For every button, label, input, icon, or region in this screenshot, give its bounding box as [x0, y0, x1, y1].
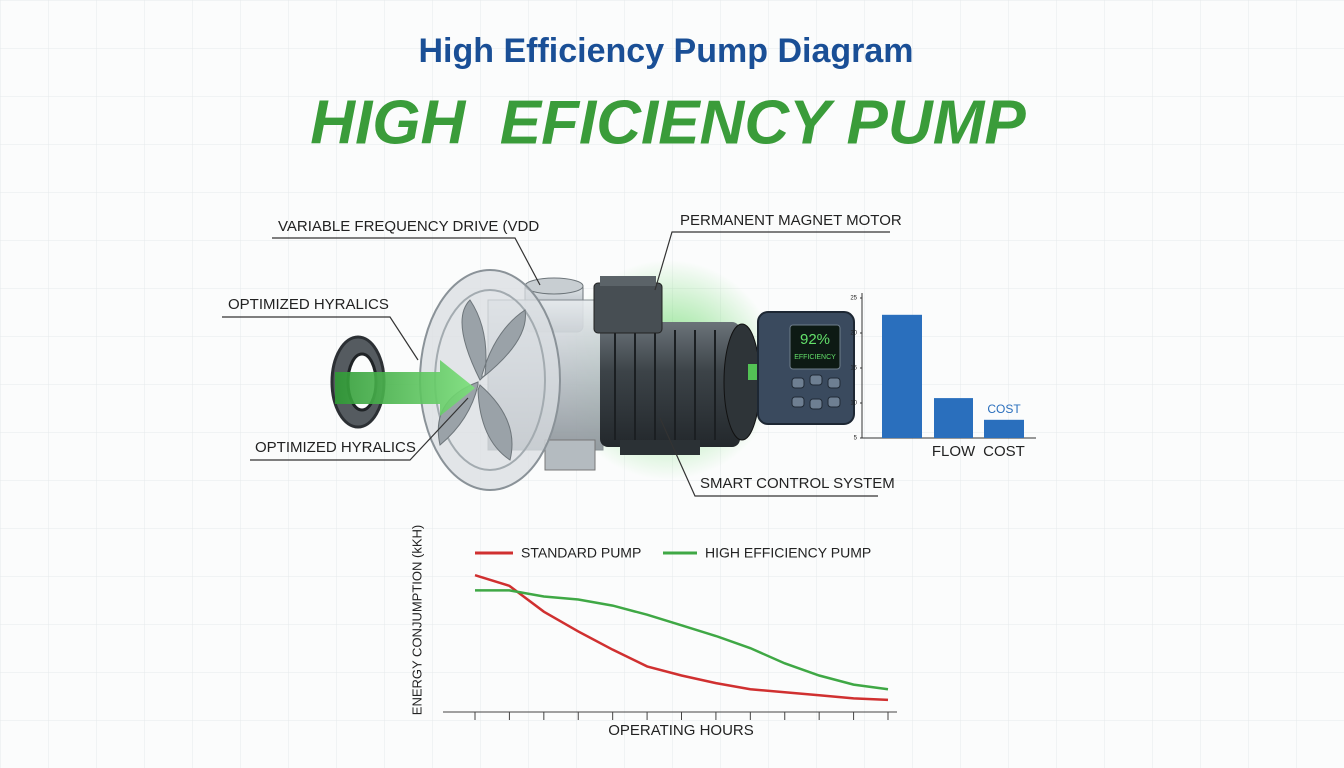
callout-label: VARIABLE FREQUENCY DRIVE (VDD [278, 218, 539, 235]
line-chart: OPERATING HOURS ENERGY CONJUMPTION (kKH) S… [409, 525, 897, 739]
legend-label: HIGH EFFICIENCY PUMP [705, 545, 871, 561]
y-axis-label: ENERGY CONJUMPTION (kKH) [409, 525, 424, 715]
y-tick-label: 10 [850, 401, 857, 407]
x-axis-label: OPERATING HOURS [608, 722, 754, 739]
y-tick-label: 5 [854, 436, 858, 442]
bar [984, 419, 1024, 438]
display-caption: EFFICIENCY [794, 354, 836, 361]
callouts: VARIABLE FREQUENCY DRIVE (VDD PERMANENT … [222, 212, 902, 497]
bar-label: COST [987, 402, 1021, 416]
y-tick-label: 20 [850, 331, 857, 337]
bar [882, 314, 922, 438]
callout-label: SMART CONTROL SYSTEM [700, 475, 895, 492]
bar [934, 398, 973, 438]
heading: HIGH EFICIENCY PUMP [310, 88, 1026, 157]
x-tick-label: COST [983, 443, 1025, 460]
callout-label: OPTIMIZED HYRALICS [255, 439, 416, 456]
series-line [475, 589, 889, 691]
title: High Efficiency Pump Diagram [419, 32, 914, 70]
pump-illustration: 92% EFFICIENCY [330, 260, 855, 491]
x-tick-label: FLOW [932, 443, 976, 460]
y-tick-label: 25 [850, 296, 857, 302]
callout-label: OPTIMIZED HYRALICS [228, 296, 389, 313]
series-line [474, 574, 889, 702]
y-tick-label: 15 [850, 366, 857, 372]
bar-chart: 25 20 15 10 5 FLOW COST COST [850, 293, 1036, 460]
display-reading: 92% [800, 331, 830, 348]
legend-label: STANDARD PUMP [521, 545, 641, 561]
callout-label: PERMANENT MAGNET MOTOR [680, 212, 902, 229]
